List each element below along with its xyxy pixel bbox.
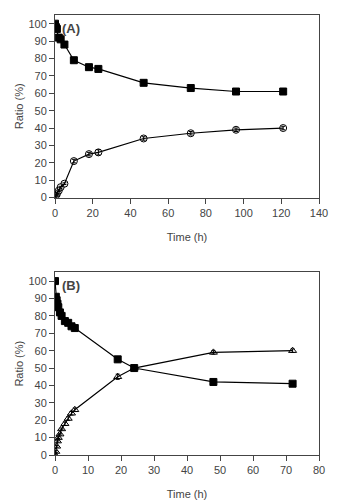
svg-text:100: 100 bbox=[28, 18, 46, 30]
svg-text:120: 120 bbox=[272, 207, 290, 219]
svg-text:0: 0 bbox=[41, 449, 47, 461]
svg-text:Time (h): Time (h) bbox=[167, 231, 208, 243]
svg-text:Time (h): Time (h) bbox=[167, 488, 208, 500]
svg-text:100: 100 bbox=[28, 275, 46, 287]
svg-text:80: 80 bbox=[313, 464, 325, 476]
svg-text:(A): (A) bbox=[62, 21, 80, 36]
svg-text:70: 70 bbox=[35, 327, 47, 339]
svg-text:90: 90 bbox=[35, 292, 47, 304]
svg-text:40: 40 bbox=[124, 207, 136, 219]
svg-text:20: 20 bbox=[87, 207, 99, 219]
svg-text:100: 100 bbox=[234, 207, 252, 219]
svg-text:50: 50 bbox=[35, 105, 47, 117]
svg-text:90: 90 bbox=[35, 35, 47, 47]
svg-text:Ratio (%): Ratio (%) bbox=[13, 83, 25, 129]
svg-text:10: 10 bbox=[35, 174, 47, 186]
svg-text:80: 80 bbox=[35, 310, 47, 322]
svg-text:20: 20 bbox=[115, 464, 127, 476]
svg-text:(B): (B) bbox=[62, 278, 80, 293]
svg-text:10: 10 bbox=[35, 431, 47, 443]
svg-text:70: 70 bbox=[280, 464, 292, 476]
svg-text:60: 60 bbox=[247, 464, 259, 476]
svg-text:40: 40 bbox=[35, 379, 47, 391]
svg-text:50: 50 bbox=[35, 362, 47, 374]
svg-text:30: 30 bbox=[148, 464, 160, 476]
svg-text:80: 80 bbox=[35, 52, 47, 64]
svg-text:40: 40 bbox=[35, 122, 47, 134]
svg-text:70: 70 bbox=[35, 70, 47, 82]
svg-text:80: 80 bbox=[200, 207, 212, 219]
svg-text:40: 40 bbox=[181, 464, 193, 476]
svg-text:30: 30 bbox=[35, 397, 47, 409]
svg-text:60: 60 bbox=[35, 345, 47, 357]
svg-text:60: 60 bbox=[35, 87, 47, 99]
svg-text:10: 10 bbox=[82, 464, 94, 476]
svg-text:0: 0 bbox=[52, 207, 58, 219]
svg-text:0: 0 bbox=[41, 191, 47, 203]
svg-text:30: 30 bbox=[35, 139, 47, 151]
svg-text:20: 20 bbox=[35, 157, 47, 169]
svg-text:Ratio (%): Ratio (%) bbox=[13, 341, 25, 387]
svg-text:20: 20 bbox=[35, 414, 47, 426]
svg-text:140: 140 bbox=[310, 207, 328, 219]
svg-text:60: 60 bbox=[162, 207, 174, 219]
svg-text:0: 0 bbox=[52, 464, 58, 476]
svg-text:50: 50 bbox=[214, 464, 226, 476]
